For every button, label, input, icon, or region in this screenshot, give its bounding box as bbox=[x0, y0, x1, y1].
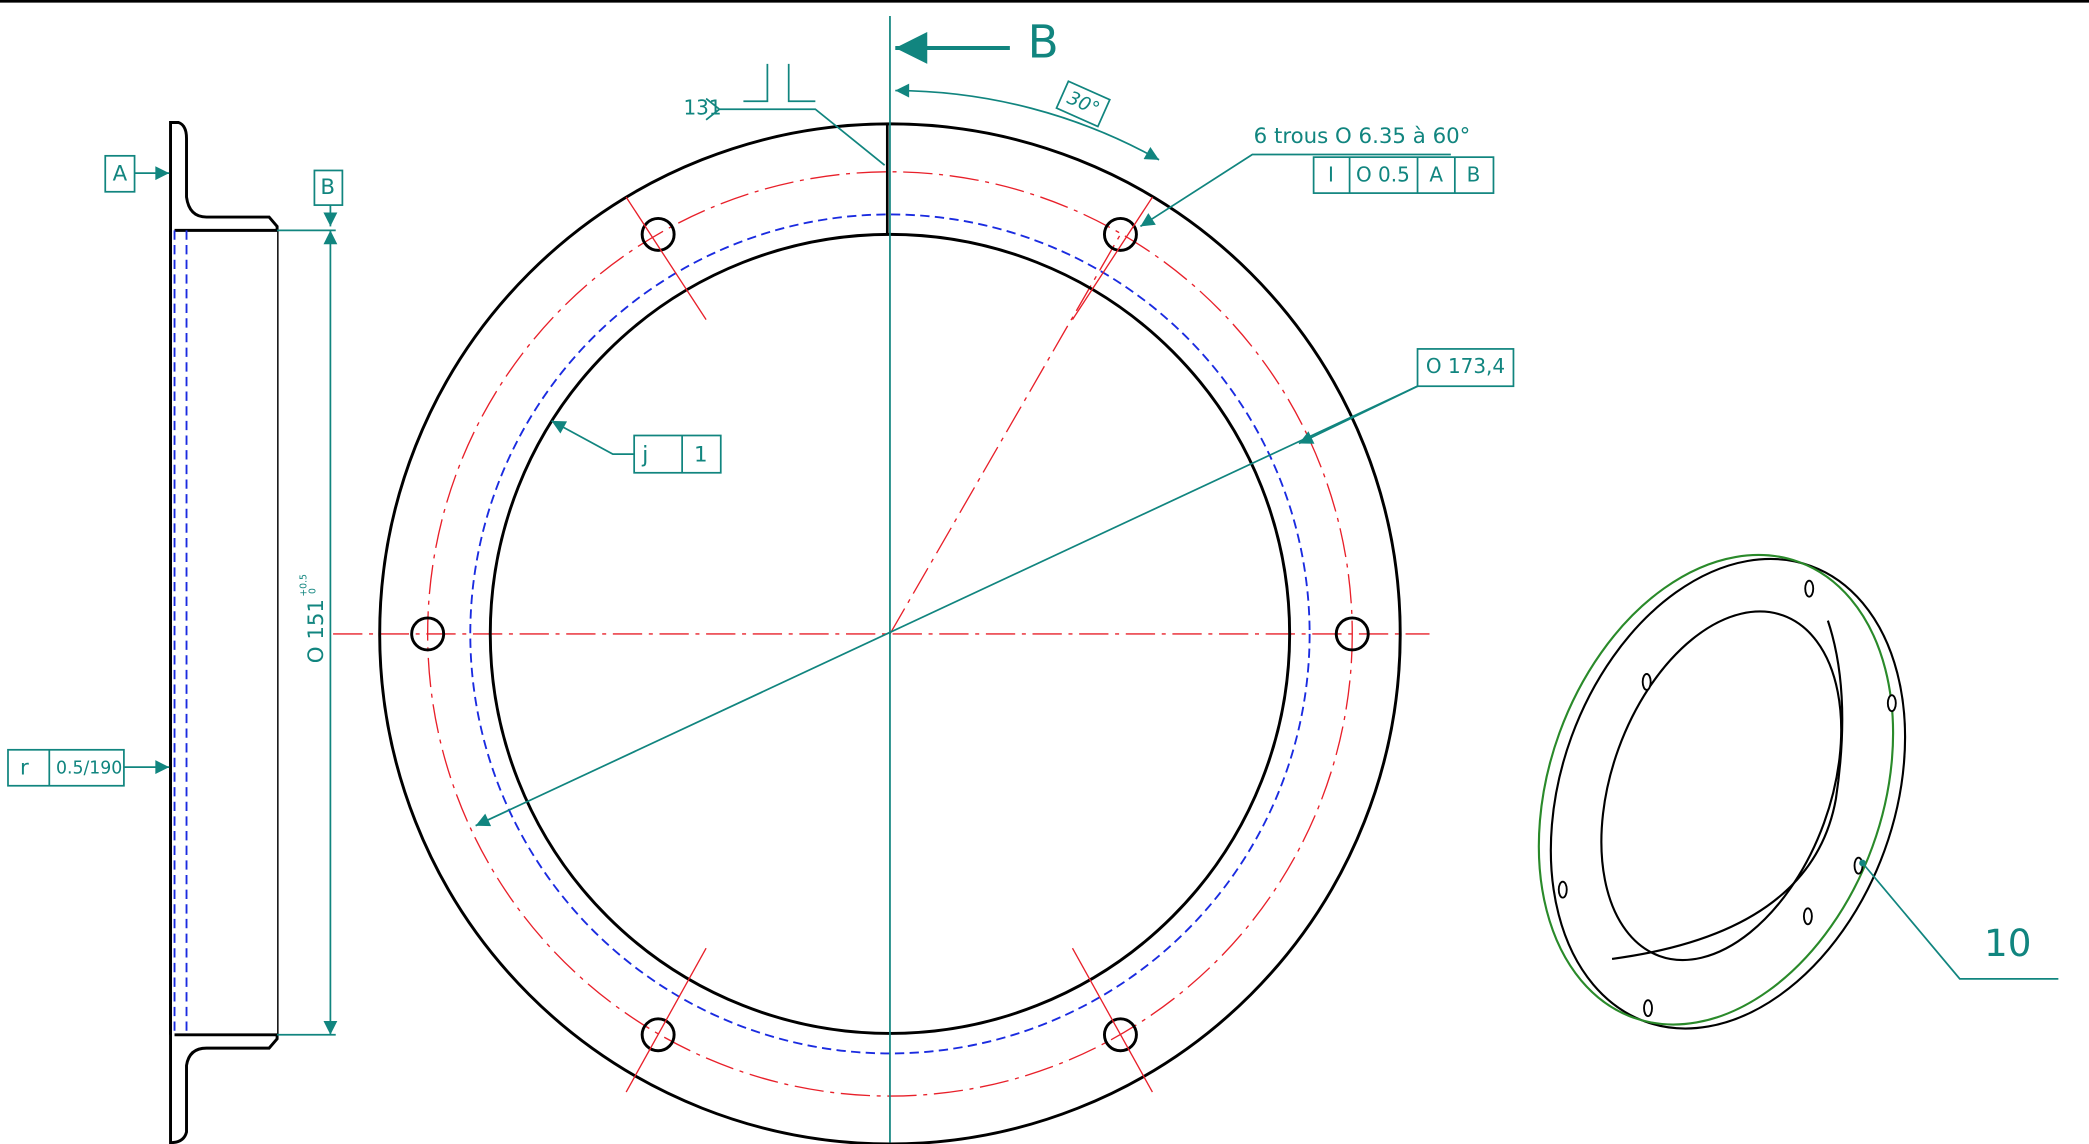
bore-label: O 151 bbox=[304, 599, 329, 663]
frame-cell: B bbox=[1467, 162, 1481, 186]
datum-label: A bbox=[113, 161, 128, 186]
diameter-outer: O 173,4 bbox=[1426, 354, 1505, 378]
bore-dimension: O 151 +0.5 0 bbox=[298, 574, 329, 663]
drawing: A B O 151 +0.5 0 r 0.5/190 B 131 30 bbox=[0, 0, 2089, 1144]
datum-label: B bbox=[320, 175, 335, 200]
angle-label: 30° bbox=[1064, 88, 1103, 121]
surface-finish: 131 bbox=[683, 96, 721, 120]
frame-cell: I bbox=[1328, 162, 1334, 186]
front-view bbox=[333, 16, 1429, 1144]
frame-cell: 1 bbox=[694, 442, 708, 467]
angle-dimension: 30° bbox=[1056, 81, 1109, 126]
frame-cell: O 0.5 bbox=[1356, 162, 1410, 186]
section-label: B bbox=[1028, 15, 1059, 68]
runout-symbol: r bbox=[20, 755, 29, 780]
holes-note: 6 trous O 6.35 à 60° bbox=[1254, 124, 1471, 149]
bore-lower: 0 bbox=[308, 588, 319, 594]
frame-cell: A bbox=[1429, 162, 1443, 186]
frame-cell: j bbox=[641, 442, 648, 468]
iso-view bbox=[1477, 505, 1968, 1078]
item-number: 10 bbox=[1984, 921, 2031, 965]
runout-value: 0.5/190 bbox=[56, 758, 122, 778]
